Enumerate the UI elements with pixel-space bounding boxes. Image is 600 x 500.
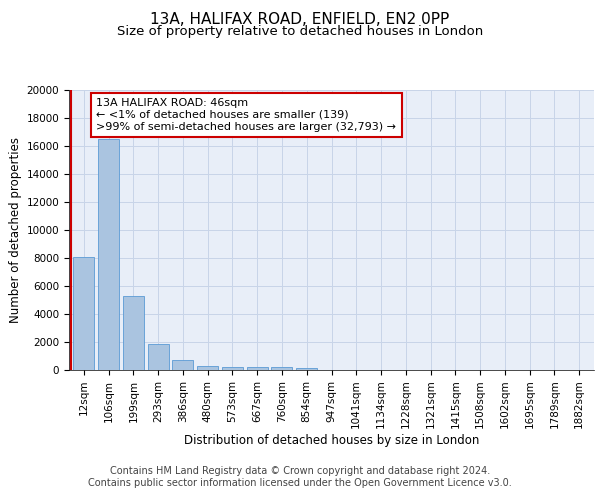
X-axis label: Distribution of detached houses by size in London: Distribution of detached houses by size … [184, 434, 479, 447]
Bar [271, 368, 292, 370]
Text: Size of property relative to detached houses in London: Size of property relative to detached ho… [117, 25, 483, 38]
Bar [197, 366, 218, 370]
Bar [222, 367, 243, 370]
Bar [98, 139, 119, 370]
Y-axis label: Number of detached properties: Number of detached properties [10, 137, 22, 323]
Text: Contains HM Land Registry data © Crown copyright and database right 2024.
Contai: Contains HM Land Registry data © Crown c… [88, 466, 512, 487]
Text: 13A HALIFAX ROAD: 46sqm
← <1% of detached houses are smaller (139)
>99% of semi-: 13A HALIFAX ROAD: 46sqm ← <1% of detache… [96, 98, 396, 132]
Bar [247, 367, 268, 370]
Text: 13A, HALIFAX ROAD, ENFIELD, EN2 0PP: 13A, HALIFAX ROAD, ENFIELD, EN2 0PP [151, 12, 449, 28]
Bar [73, 256, 94, 370]
Bar [148, 344, 169, 370]
Bar [123, 296, 144, 370]
Bar [172, 360, 193, 370]
Bar [296, 368, 317, 370]
